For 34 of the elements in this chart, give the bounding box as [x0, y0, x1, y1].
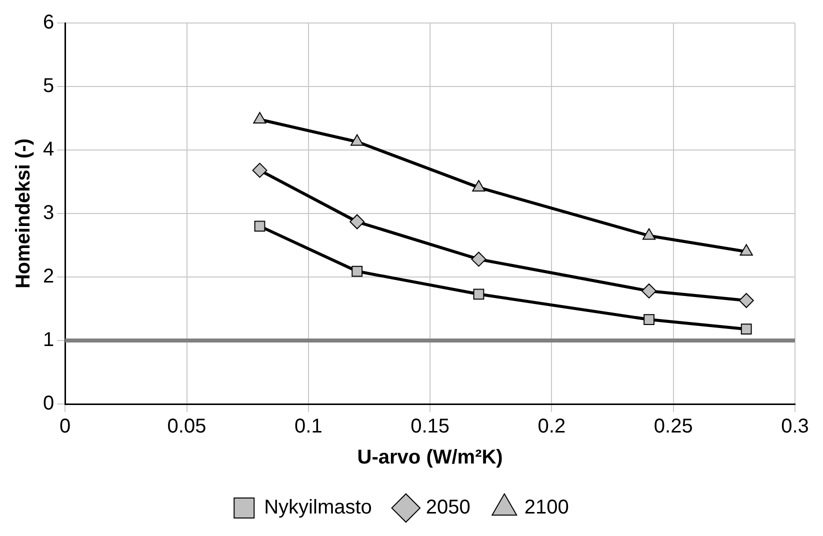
y-tick-label: 0	[43, 392, 54, 415]
point	[254, 220, 266, 232]
point	[472, 180, 486, 192]
x-tick-label: 0.25	[654, 416, 693, 438]
y-axis-title: Homeindeksi (-)	[12, 138, 35, 289]
legend-label: 2050	[426, 496, 470, 519]
x-tick-label: 0.15	[410, 416, 450, 438]
y-tick-label: 5	[43, 75, 54, 98]
point	[352, 266, 363, 277]
point	[740, 324, 752, 335]
x-tick-label: 0.3	[781, 416, 809, 438]
y-tick-label: 1	[43, 329, 54, 352]
y-tick-label: 6	[43, 12, 54, 34]
point	[252, 162, 268, 178]
point	[642, 283, 657, 298]
y-tick-label: 3	[43, 202, 54, 224]
x-axis-title: U-arvo (W/m²K)	[357, 446, 503, 469]
point	[473, 288, 484, 300]
x-tick-label: 0.05	[167, 416, 206, 438]
y-tick-label: 2	[43, 266, 54, 288]
point	[350, 134, 364, 146]
point	[740, 244, 753, 256]
point	[350, 214, 365, 230]
point	[738, 292, 754, 308]
point	[644, 314, 654, 325]
legend-label: Nykyilmasto	[264, 496, 372, 519]
x-tick-label: 0.2	[538, 416, 566, 438]
x-tick-label: 0.1	[294, 416, 322, 438]
x-tick-label: 0	[60, 416, 71, 438]
point	[642, 228, 656, 240]
point	[471, 252, 486, 267]
y-tick-label: 4	[43, 138, 54, 161]
point	[253, 112, 266, 124]
legend-label: 2100	[524, 496, 569, 519]
